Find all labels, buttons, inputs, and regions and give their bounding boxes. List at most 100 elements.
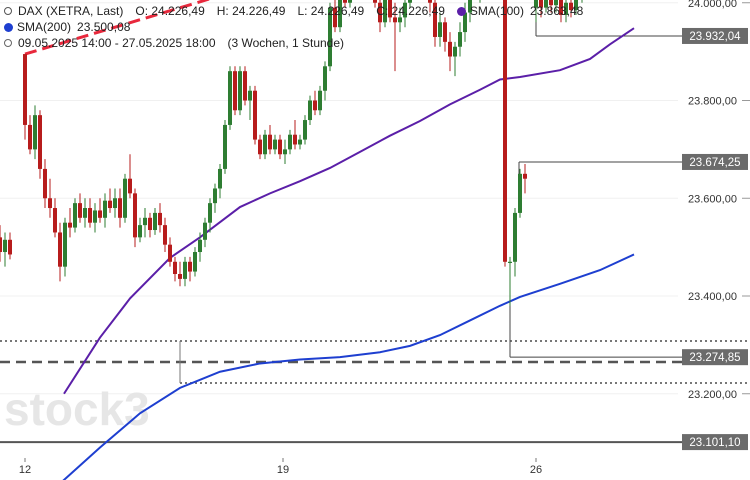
y-tick-label: 24.000,00 <box>688 0 737 10</box>
candle <box>518 168 522 218</box>
candle <box>163 217 167 253</box>
candle <box>278 134 282 160</box>
candle-body <box>288 134 292 150</box>
candle-body <box>313 100 317 111</box>
candle <box>78 193 82 223</box>
candle-body <box>308 100 312 121</box>
candle-body <box>433 2 437 37</box>
candle-body <box>518 173 522 213</box>
candle-body <box>463 12 467 33</box>
candle <box>0 225 2 262</box>
candle-body <box>143 217 147 226</box>
sma100-line <box>63 27 635 395</box>
legend: DAX (XETRA, Last) O: 24.226,49 H: 24.226… <box>4 3 583 51</box>
candle-body <box>208 203 212 223</box>
candle-body <box>393 17 397 23</box>
candle <box>378 0 382 33</box>
candle <box>208 198 212 233</box>
candle-body <box>373 0 377 3</box>
candle <box>448 32 452 72</box>
candle <box>333 0 337 33</box>
candle-body <box>218 168 222 189</box>
x-tick-label: 19 <box>277 464 289 476</box>
candle-body <box>318 90 322 111</box>
sma100-swatch-icon[interactable] <box>456 6 466 16</box>
level-tag-bg <box>682 27 748 44</box>
candle-body <box>193 252 197 272</box>
candle-body <box>188 261 192 272</box>
candle-body <box>133 193 137 238</box>
instrument-name: DAX (XETRA, Last) <box>18 4 124 18</box>
candle-body <box>448 41 452 57</box>
candle-body <box>303 120 307 140</box>
candle-body <box>73 203 77 228</box>
candle-body <box>298 139 302 145</box>
candle-body <box>8 239 12 255</box>
candle-body <box>58 232 62 267</box>
sma200-label: SMA(200) <box>17 20 72 34</box>
candle-body <box>183 261 187 279</box>
legend-row-sma200: SMA(200) 23.500,08 <box>4 19 583 35</box>
candle-body <box>68 222 72 228</box>
series-toggle-icon[interactable] <box>4 7 12 15</box>
candle <box>153 208 157 235</box>
candle-body <box>78 203 82 218</box>
candle-body <box>33 115 37 150</box>
candle-body <box>203 222 207 240</box>
candle-body <box>253 90 257 140</box>
level-tag-label: 23.932,04 <box>689 31 741 43</box>
candle-body <box>108 200 112 209</box>
sma100-label: SMA(100) <box>469 4 524 18</box>
candle-body <box>88 208 92 223</box>
candle <box>308 95 312 125</box>
candle <box>273 134 277 155</box>
candle-body <box>559 0 563 15</box>
candle <box>158 203 162 233</box>
candle <box>133 188 137 248</box>
candle-body <box>348 0 352 3</box>
candle <box>569 0 573 18</box>
candle <box>123 173 127 223</box>
x-tick-label: 12 <box>19 464 31 476</box>
candle-body <box>333 7 337 28</box>
candle <box>393 2 397 72</box>
sma200-swatch-icon[interactable] <box>4 22 13 32</box>
candle <box>468 0 472 23</box>
candle-body <box>3 239 7 253</box>
candle <box>298 134 302 150</box>
candle <box>183 256 187 287</box>
candle <box>438 12 442 47</box>
high-value: H: 24.226,49 <box>216 4 286 18</box>
candle-body <box>293 134 297 145</box>
candle-body <box>438 22 442 37</box>
candle <box>403 0 407 28</box>
level-tag-bg <box>682 434 748 451</box>
candle-body <box>508 261 512 263</box>
candle <box>303 115 307 145</box>
candle-body <box>278 139 282 155</box>
candle <box>508 256 512 306</box>
y-tick-label: 23.600,00 <box>688 193 737 205</box>
level-tag-label: 23.674,25 <box>689 157 740 169</box>
candle <box>388 0 392 23</box>
candle <box>48 178 52 218</box>
candle <box>343 0 347 8</box>
candle <box>398 7 402 33</box>
candle <box>228 66 232 130</box>
candle-body <box>263 134 267 155</box>
candle-body <box>513 212 517 262</box>
level-price-tag: 23.274,85 <box>682 349 748 366</box>
candle-body <box>138 225 142 238</box>
y-tick-label: 23.200,00 <box>688 389 737 401</box>
candle-body <box>223 124 227 169</box>
candle <box>513 208 517 277</box>
candle-body <box>113 198 117 209</box>
candle <box>98 198 102 223</box>
candle-body <box>168 244 172 262</box>
candle <box>554 0 558 13</box>
candle <box>33 105 37 160</box>
candle <box>318 85 322 116</box>
candle <box>3 232 7 267</box>
level-price-tag: 23.101,10 <box>682 434 748 451</box>
